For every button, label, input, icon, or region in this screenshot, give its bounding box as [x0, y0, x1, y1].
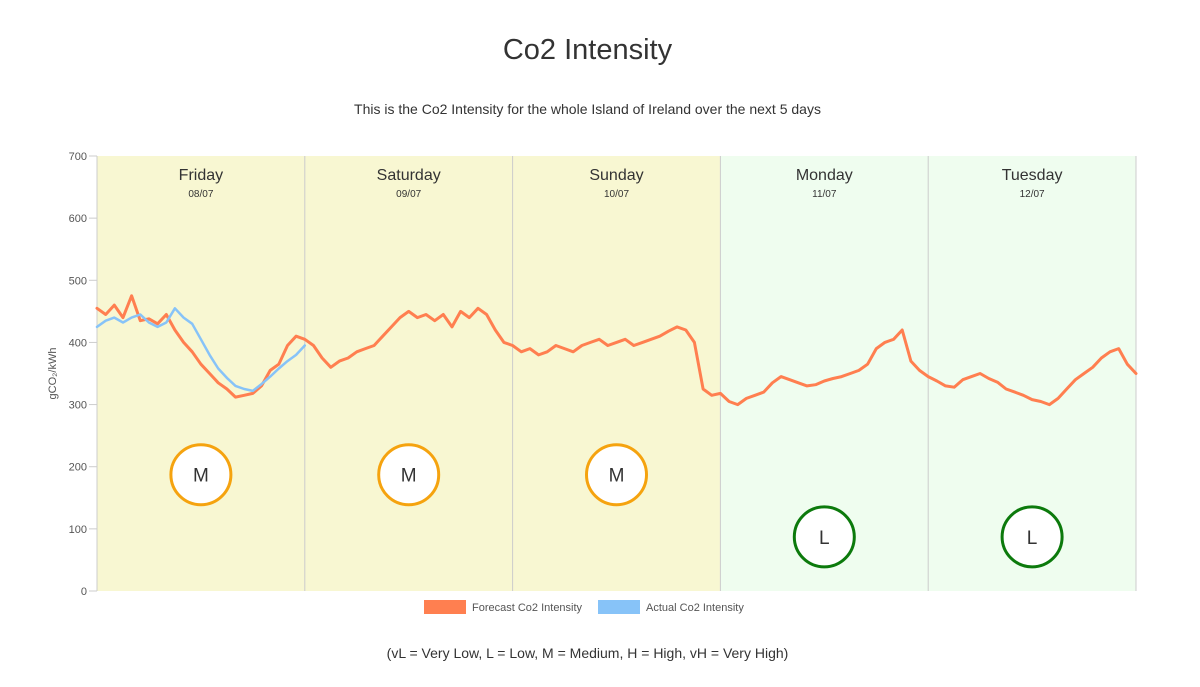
rating-circle-monday	[792, 505, 856, 569]
legend-label-actual: Actual Co2 Intensity	[646, 602, 744, 614]
rating-legend-note: (vL = Very Low, L = Low, M = Medium, H =…	[386, 645, 789, 661]
day-date-saturday: 09/07	[396, 189, 421, 200]
y-tick-label: 100	[69, 524, 87, 536]
actual-line	[95, 307, 307, 393]
day-band-saturday	[304, 156, 513, 591]
rating-label-sunday: M	[609, 466, 625, 487]
y-axis-title: gCO₂/kWh	[47, 348, 59, 400]
legend-label-forecast: Forecast Co2 Intensity	[472, 602, 583, 614]
y-tick-label: 600	[69, 213, 87, 225]
y-tick-label: 400	[69, 337, 87, 349]
y-tick-label: 200	[69, 462, 87, 474]
day-label-friday: Friday	[179, 167, 223, 184]
y-tick-label: 500	[69, 275, 87, 287]
day-band-sunday	[512, 156, 721, 591]
day-label-tuesday: Tuesday	[1002, 167, 1063, 184]
rating-circle-friday	[169, 443, 233, 507]
y-tick-label: 700	[69, 151, 87, 163]
legend-swatch-actual	[598, 600, 640, 614]
rating-label-monday: L	[819, 528, 830, 549]
rating-circle-tuesday	[1000, 505, 1064, 569]
rating-label-friday: M	[193, 466, 209, 487]
rating-label-tuesday: L	[1027, 528, 1038, 549]
day-label-monday: Monday	[796, 167, 853, 184]
page-title: Co2 Intensity	[502, 34, 673, 66]
legend-swatch-forecast	[424, 600, 466, 614]
day-date-tuesday: 12/07	[1020, 189, 1045, 200]
day-date-monday: 11/07	[812, 189, 837, 200]
day-label-sunday: Sunday	[589, 167, 643, 184]
forecast-line	[95, 294, 1138, 407]
y-tick-label: 0	[81, 586, 87, 598]
day-date-friday: 08/07	[188, 189, 213, 200]
day-date-sunday: 10/07	[604, 189, 629, 200]
y-tick-label: 300	[69, 400, 87, 412]
page-subtitle: This is the Co2 Intensity for the whole …	[354, 101, 821, 117]
rating-circle-sunday	[585, 443, 648, 507]
rating-label-saturday: M	[401, 466, 417, 487]
day-label-saturday: Saturday	[377, 167, 441, 184]
rating-circle-saturday	[377, 443, 441, 507]
